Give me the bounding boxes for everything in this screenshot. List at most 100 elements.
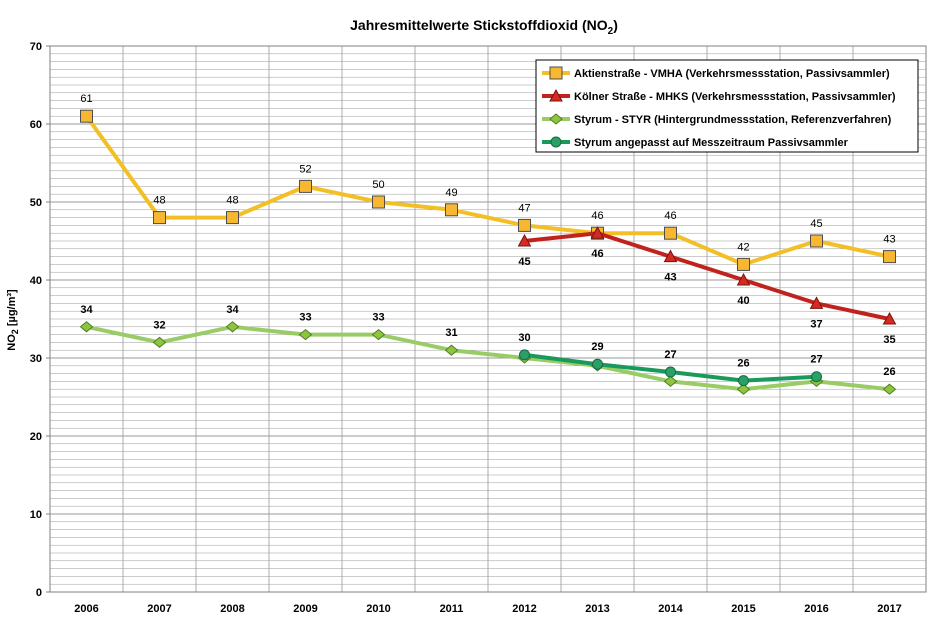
data-label-3: 26 bbox=[737, 358, 749, 370]
legend-marker-2 bbox=[549, 113, 563, 125]
data-point-2 bbox=[298, 328, 313, 341]
series-line-1 bbox=[522, 231, 892, 321]
data-label-2: 33 bbox=[299, 312, 311, 324]
y-tick-label: 20 bbox=[30, 431, 42, 443]
data-point-2 bbox=[444, 344, 459, 356]
x-tick-label: 2007 bbox=[147, 603, 171, 615]
series-1: 45 46 43 40 37 35 bbox=[517, 226, 897, 346]
data-point-0 bbox=[80, 109, 93, 123]
data-label-2: 26 bbox=[883, 366, 895, 378]
data-point-1 bbox=[517, 233, 532, 247]
y-tick-label: 60 bbox=[30, 119, 42, 131]
data-label-1: 35 bbox=[883, 334, 895, 346]
data-label-0: 50 bbox=[372, 179, 384, 191]
series-line-0 bbox=[84, 114, 892, 267]
data-point-3 bbox=[592, 358, 603, 370]
data-label-1: 45 bbox=[518, 256, 530, 268]
data-point-0 bbox=[518, 218, 531, 232]
data-point-0 bbox=[299, 179, 312, 193]
data-label-0: 47 bbox=[518, 202, 530, 214]
data-point-2 bbox=[79, 321, 94, 333]
data-label-1: 43 bbox=[664, 272, 676, 284]
data-label-3: 27 bbox=[810, 354, 822, 366]
data-label-2: 34 bbox=[226, 304, 239, 316]
data-point-0 bbox=[737, 257, 750, 271]
legend-marker-1 bbox=[549, 88, 563, 102]
legend-label-2: Styrum - STYR (Hintergrundmessstation, R… bbox=[574, 114, 892, 126]
data-point-3 bbox=[519, 349, 530, 361]
data-label-0: 46 bbox=[591, 210, 603, 222]
data-point-1 bbox=[663, 249, 678, 263]
data-point-3 bbox=[811, 371, 822, 383]
data-point-2 bbox=[663, 375, 678, 388]
data-label-2: 34 bbox=[80, 304, 93, 316]
x-tick-label: 2014 bbox=[658, 603, 683, 615]
legend-box bbox=[535, 59, 919, 153]
data-label-0: 45 bbox=[810, 218, 822, 230]
data-label-2: 33 bbox=[372, 312, 384, 324]
y-tick-label: 0 bbox=[36, 587, 42, 599]
x-tick-label: 2009 bbox=[293, 603, 317, 615]
y-axis-label: NO2 [µg/m³] bbox=[6, 289, 20, 351]
data-label-3: 29 bbox=[591, 341, 603, 353]
data-label-0: 43 bbox=[883, 234, 895, 246]
data-point-1 bbox=[882, 311, 897, 325]
x-tick-label: 2006 bbox=[74, 603, 98, 615]
data-label-2: 31 bbox=[445, 327, 457, 339]
data-point-0 bbox=[883, 250, 896, 264]
data-label-1: 40 bbox=[737, 295, 749, 307]
data-point-2 bbox=[152, 336, 167, 349]
legend-marker-0 bbox=[549, 66, 563, 80]
data-label-3: 30 bbox=[518, 332, 530, 344]
data-label-2: 32 bbox=[153, 319, 165, 331]
data-label-1: 37 bbox=[810, 318, 822, 330]
data-label-0: 48 bbox=[153, 195, 165, 207]
series-line-2 bbox=[84, 324, 892, 392]
y-tick-label: 10 bbox=[30, 509, 42, 521]
x-tick-label: 2016 bbox=[804, 603, 828, 615]
data-point-0 bbox=[153, 211, 166, 225]
data-point-2 bbox=[882, 383, 897, 395]
series-layer: 61 48 48 52 50 49 47 46 46 42 45 43 45 46 43 40 37 35 34 32… bbox=[79, 93, 897, 395]
data-label-0: 52 bbox=[299, 163, 311, 175]
y-tick-label: 30 bbox=[30, 353, 42, 365]
data-point-2 bbox=[225, 321, 240, 333]
data-label-0: 49 bbox=[445, 187, 457, 199]
data-point-0 bbox=[372, 195, 385, 209]
data-point-3 bbox=[665, 366, 676, 378]
y-tick-label: 70 bbox=[30, 41, 42, 53]
data-point-1 bbox=[736, 272, 751, 286]
chart-title: Jahresmittelwerte Stickstoffdioxid (NO2) bbox=[350, 17, 618, 37]
legend-label-3: Styrum angepasst auf Messzeitraum Passiv… bbox=[574, 137, 849, 149]
data-label-0: 48 bbox=[226, 195, 238, 207]
y-tick-label: 50 bbox=[30, 197, 42, 209]
x-tick-label: 2013 bbox=[585, 603, 609, 615]
data-label-0: 42 bbox=[737, 241, 749, 253]
data-point-0 bbox=[445, 203, 458, 217]
legend-marker-3 bbox=[550, 136, 562, 148]
legend-label-0: Aktienstraße - VMHA (Verkehrsmessstation… bbox=[574, 68, 890, 80]
data-label-1: 46 bbox=[591, 248, 603, 260]
x-tick-label: 2010 bbox=[366, 603, 390, 615]
data-label-3: 27 bbox=[664, 349, 676, 361]
data-point-0 bbox=[664, 226, 677, 240]
data-point-2 bbox=[371, 328, 386, 341]
x-tick-label: 2008 bbox=[220, 603, 244, 615]
data-point-1 bbox=[590, 226, 605, 239]
data-label-0: 46 bbox=[664, 210, 676, 222]
x-tick-label: 2015 bbox=[731, 603, 755, 615]
x-tick-label: 2017 bbox=[877, 603, 901, 615]
legend-label-1: Kölner Straße - MHKS (Verkehrsmessstatio… bbox=[574, 91, 896, 103]
x-tick-label: 2011 bbox=[440, 603, 464, 615]
data-point-0 bbox=[810, 234, 823, 248]
y-tick-label: 40 bbox=[30, 275, 42, 287]
data-point-0 bbox=[226, 211, 239, 225]
data-point-3 bbox=[738, 375, 749, 387]
legend: Aktienstraße - VMHA (Verkehrsmessstation… bbox=[535, 59, 919, 153]
axes: 0 10 20 30 40 50 60 70 2006 2007 2008 2009 2010 2011 2… bbox=[30, 41, 926, 615]
series-3: 30 29 27 26 27 bbox=[518, 332, 823, 387]
data-point-1 bbox=[809, 296, 824, 309]
data-label-0: 61 bbox=[80, 93, 92, 105]
data-point-2 bbox=[736, 383, 751, 395]
